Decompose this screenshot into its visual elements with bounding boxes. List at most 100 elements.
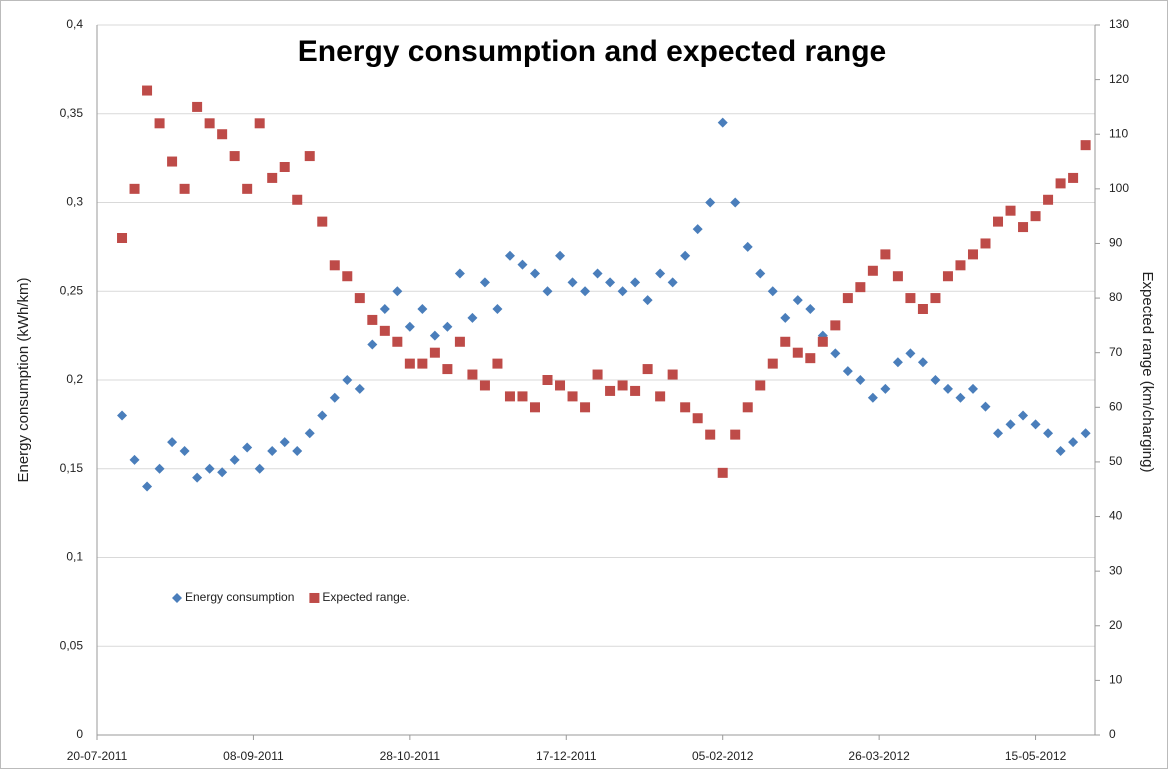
y-tick-label: 0,35	[60, 106, 84, 120]
point	[905, 348, 916, 359]
point	[705, 197, 716, 208]
point	[342, 375, 353, 385]
point	[717, 467, 728, 478]
legend-label: Expected range.	[322, 590, 409, 604]
point	[279, 437, 290, 448]
point	[830, 348, 841, 359]
point	[880, 249, 891, 260]
point	[229, 151, 240, 162]
point	[217, 467, 228, 478]
y-tick-label: 0,1	[66, 550, 83, 564]
point	[855, 282, 866, 293]
point	[955, 392, 966, 403]
point	[942, 383, 953, 394]
point	[304, 428, 315, 439]
point	[317, 216, 328, 227]
point	[142, 85, 153, 96]
point	[567, 277, 578, 288]
point	[529, 402, 540, 413]
point	[292, 446, 303, 456]
y2-axis-label: Expected range (km/charging)	[1139, 272, 1156, 473]
point	[354, 383, 365, 394]
point	[805, 353, 816, 364]
point	[254, 118, 265, 129]
point	[917, 304, 928, 314]
point	[129, 183, 140, 194]
legend-marker	[172, 592, 182, 603]
legend-label: Energy consumption	[185, 590, 294, 604]
point	[1080, 428, 1091, 439]
point	[655, 268, 666, 279]
point	[392, 286, 403, 297]
point	[542, 375, 553, 385]
point	[1068, 437, 1079, 448]
point	[717, 117, 728, 128]
point	[1005, 419, 1016, 430]
point	[179, 446, 190, 456]
point	[267, 172, 278, 183]
point	[467, 312, 478, 323]
point	[630, 277, 641, 288]
point	[404, 321, 415, 332]
point	[367, 314, 378, 325]
point	[542, 286, 553, 297]
point	[742, 402, 753, 413]
point	[179, 183, 190, 194]
point	[517, 391, 528, 402]
point	[242, 183, 253, 194]
point	[555, 380, 566, 391]
point	[504, 391, 515, 402]
x-tick-label: 17-12-2011	[536, 749, 597, 763]
point	[817, 336, 828, 347]
point	[417, 304, 428, 314]
y-tick-label: 0,05	[60, 638, 84, 652]
point	[642, 295, 653, 306]
point	[1005, 205, 1016, 216]
point	[354, 293, 365, 304]
point	[917, 357, 928, 368]
point	[204, 463, 215, 474]
point	[192, 472, 203, 483]
point	[655, 391, 666, 402]
y2-tick-label: 90	[1109, 236, 1123, 250]
point	[667, 369, 678, 380]
point	[454, 268, 465, 279]
point	[980, 238, 991, 249]
point	[379, 325, 390, 336]
point	[317, 410, 328, 421]
point	[755, 268, 766, 279]
point	[692, 413, 703, 424]
point	[392, 336, 403, 347]
point	[1043, 194, 1054, 205]
point	[404, 358, 415, 369]
point	[705, 429, 716, 440]
y-tick-label: 0	[76, 727, 83, 741]
point	[479, 380, 490, 391]
point	[1043, 428, 1054, 439]
point	[617, 380, 628, 391]
point	[429, 330, 440, 341]
point	[1018, 222, 1029, 233]
point	[442, 321, 453, 332]
point	[555, 250, 566, 261]
point	[855, 375, 866, 385]
point	[567, 391, 578, 402]
marks	[117, 85, 1091, 492]
y2-tick-label: 50	[1109, 454, 1123, 468]
point	[204, 118, 215, 129]
point	[592, 369, 603, 380]
point	[504, 250, 515, 261]
x-tick-label: 05-02-2012	[692, 749, 754, 763]
legend-marker	[309, 592, 320, 603]
point	[517, 259, 528, 270]
point	[154, 118, 165, 129]
point	[142, 481, 153, 492]
y2-tick-label: 0	[1109, 727, 1116, 741]
point	[129, 454, 140, 465]
y-axis-label: Energy consumption (kWh/km)	[15, 277, 32, 482]
title-background	[225, 30, 960, 76]
point	[1080, 140, 1091, 151]
point	[329, 392, 340, 403]
point	[242, 442, 253, 453]
